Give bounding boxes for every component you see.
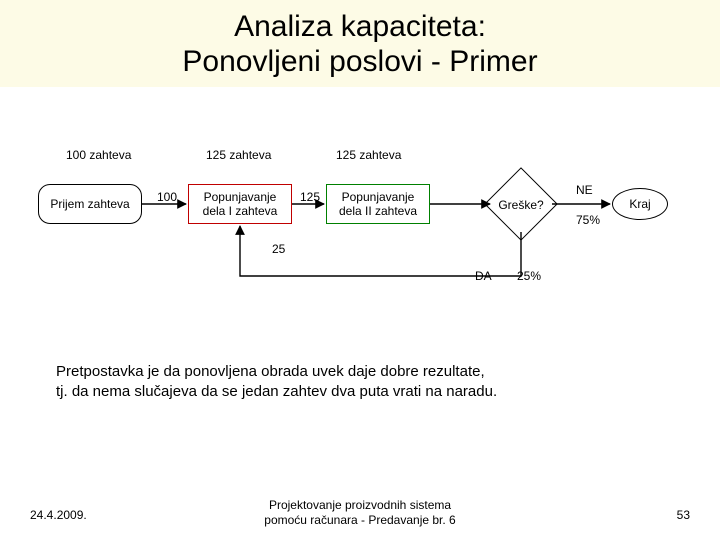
node-fill-part-1: Popunjavanje dela I zahteva <box>188 184 292 224</box>
node-fill2-line1: Popunjavanje <box>342 190 415 204</box>
label-125-zahteva-b: 125 zahteva <box>336 148 401 162</box>
node-receive-requests: Prijem zahteva <box>38 184 142 224</box>
node-fill2-line2: dela II zahteva <box>339 204 417 218</box>
edge-label-da: DA <box>475 269 492 283</box>
assumption-line1: Pretpostavka je da ponovljena obrada uve… <box>56 363 485 380</box>
edge-label-ne: NE <box>576 183 593 197</box>
edge-label-100: 100 <box>157 190 177 204</box>
node-fill-part-2: Popunjavanje dela II zahteva <box>326 184 430 224</box>
assumption-line2: tj. da nema slučajeva da se jedan zahtev… <box>56 383 497 400</box>
footer-page-number: 53 <box>677 508 690 522</box>
node-fill1-line1: Popunjavanje <box>204 190 277 204</box>
pct-25: 25% <box>517 269 541 283</box>
label-100-zahteva: 100 zahteva <box>66 148 131 162</box>
node-decision-label: Greške? <box>498 198 544 212</box>
node-end-label: Kraj <box>629 197 650 211</box>
pct-75: 75% <box>576 213 600 227</box>
footer-center-line1: Projektovanje proizvodnih sistema <box>269 498 451 512</box>
flow-arrows <box>0 0 720 540</box>
edge-label-125: 125 <box>300 190 320 204</box>
footer-subtitle: Projektovanje proizvodnih sistema pomoću… <box>264 498 455 528</box>
label-125-zahteva-a: 125 zahteva <box>206 148 271 162</box>
assumption-text: Pretpostavka je da ponovljena obrada uve… <box>56 362 680 403</box>
node-receive-label: Prijem zahteva <box>50 197 129 211</box>
footer-center-line2: pomoću računara - Predavanje br. 6 <box>264 513 455 527</box>
flowchart: 100 zahteva 125 zahteva 125 zahteva Prij… <box>0 0 720 540</box>
footer-date: 24.4.2009. <box>30 508 87 522</box>
node-fill1-line2: dela I zahteva <box>203 204 278 218</box>
node-end: Kraj <box>612 188 668 220</box>
edge-label-25: 25 <box>272 242 285 256</box>
